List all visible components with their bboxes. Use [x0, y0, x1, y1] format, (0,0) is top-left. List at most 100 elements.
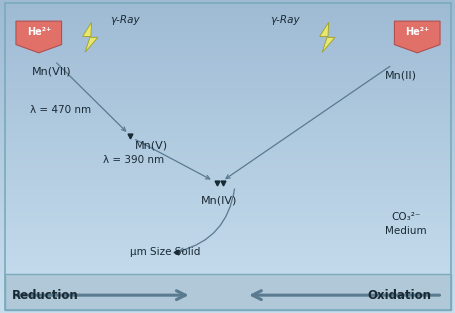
Bar	[0, 16, 455, 17]
Bar	[0, 133, 455, 135]
Bar	[0, 88, 455, 89]
Bar	[0, 23, 455, 25]
Bar	[0, 225, 455, 227]
Bar	[0, 310, 455, 311]
Bar	[0, 108, 455, 110]
Bar	[0, 113, 455, 114]
Bar	[0, 142, 455, 144]
Bar	[0, 188, 455, 189]
Bar	[0, 141, 455, 142]
Bar	[0, 232, 455, 233]
Bar	[0, 72, 455, 74]
Bar	[0, 152, 455, 153]
Bar	[0, 122, 455, 124]
Bar	[0, 311, 455, 313]
Bar	[0, 81, 455, 83]
Bar	[0, 78, 455, 80]
Bar	[0, 210, 455, 211]
Bar	[0, 249, 455, 250]
Bar	[0, 200, 455, 202]
Bar	[0, 5, 455, 6]
Bar	[0, 91, 455, 92]
Text: λ = 390 nm: λ = 390 nm	[102, 155, 163, 165]
Bar	[0, 94, 455, 95]
Bar	[0, 230, 455, 232]
Bar	[0, 36, 455, 38]
Bar	[0, 116, 455, 117]
Bar	[0, 238, 455, 239]
Bar	[0, 75, 455, 77]
Bar	[0, 252, 455, 254]
Bar	[0, 296, 455, 297]
Bar	[0, 308, 455, 310]
Text: γ-Ray: γ-Ray	[111, 15, 140, 25]
Bar	[0, 55, 455, 56]
Bar	[0, 186, 455, 188]
Bar	[0, 30, 455, 31]
Bar	[0, 74, 455, 75]
Bar	[0, 164, 455, 166]
Bar	[0, 192, 455, 194]
Bar	[0, 291, 455, 293]
Bar	[0, 63, 455, 64]
Text: He²⁺: He²⁺	[404, 27, 429, 37]
Bar	[0, 38, 455, 39]
Bar	[0, 272, 455, 274]
Bar	[0, 130, 455, 131]
Bar	[0, 290, 455, 291]
Bar	[0, 300, 455, 302]
Bar	[0, 156, 455, 158]
Polygon shape	[16, 21, 61, 53]
Text: γ-Ray: γ-Ray	[270, 15, 299, 25]
Bar	[0, 199, 455, 200]
Bar	[0, 260, 455, 261]
Bar	[0, 185, 455, 186]
Bar	[0, 255, 455, 257]
Bar	[0, 147, 455, 149]
Bar	[0, 191, 455, 192]
Bar	[0, 246, 455, 247]
Bar	[0, 45, 455, 47]
Bar	[0, 254, 455, 255]
Bar	[0, 183, 455, 185]
Bar	[0, 227, 455, 228]
Bar	[0, 117, 455, 119]
Bar	[0, 128, 455, 130]
Bar	[0, 3, 455, 5]
Bar	[0, 124, 455, 125]
Text: Mn(IV): Mn(IV)	[200, 196, 237, 206]
Bar	[0, 20, 455, 22]
Text: Oxidation: Oxidation	[366, 289, 430, 302]
Bar	[0, 302, 455, 304]
Text: Mn(V): Mn(V)	[134, 141, 167, 151]
Bar	[0, 219, 455, 221]
Bar	[0, 52, 455, 53]
Bar	[0, 41, 455, 42]
Bar	[0, 167, 455, 169]
Bar	[0, 275, 455, 277]
Bar	[0, 205, 455, 207]
Text: CO₃²⁻
Medium: CO₃²⁻ Medium	[384, 212, 426, 236]
Bar	[0, 299, 455, 300]
Bar	[0, 207, 455, 208]
Bar	[0, 247, 455, 249]
Text: Mn(II): Mn(II)	[384, 70, 416, 80]
Bar	[0, 95, 455, 97]
Bar	[0, 222, 455, 224]
Polygon shape	[319, 23, 334, 52]
Bar	[0, 268, 455, 269]
Bar	[0, 13, 455, 14]
Bar	[0, 208, 455, 210]
Bar	[0, 280, 455, 282]
Bar	[0, 269, 455, 271]
Bar	[0, 80, 455, 81]
Bar	[0, 174, 455, 175]
Bar	[0, 44, 455, 45]
Bar	[0, 28, 455, 30]
Bar	[0, 56, 455, 58]
Bar	[0, 61, 455, 63]
Bar	[0, 239, 455, 241]
Bar	[0, 25, 455, 27]
Bar	[0, 39, 455, 41]
Bar	[0, 135, 455, 136]
